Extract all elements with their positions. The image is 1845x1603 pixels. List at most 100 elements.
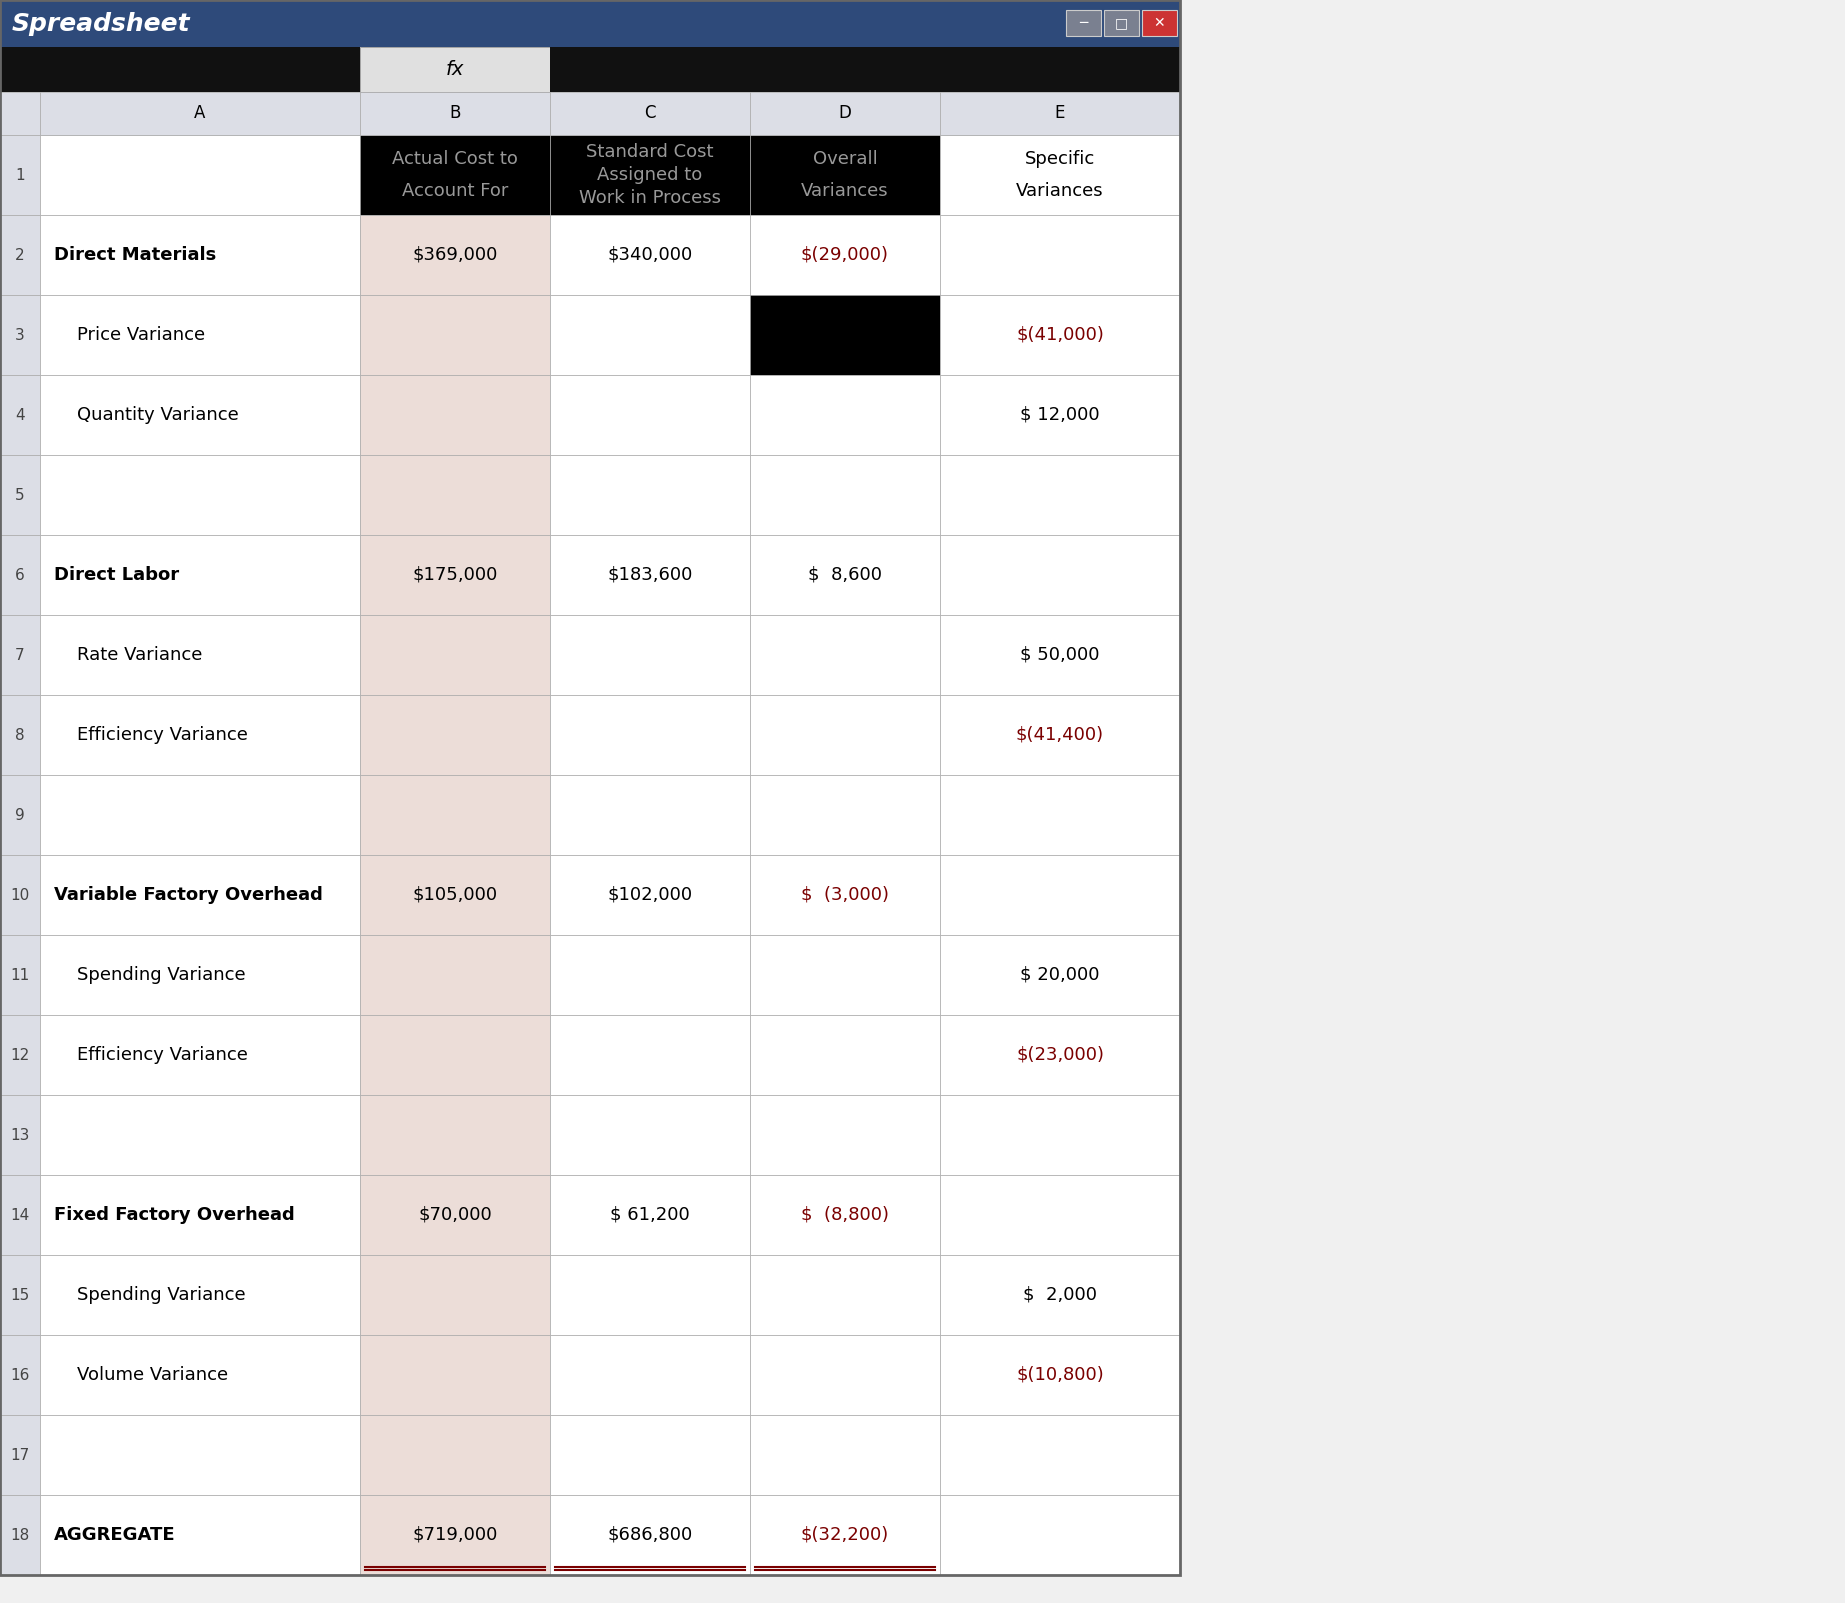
- Bar: [939, 215, 1181, 295]
- Text: Variances: Variances: [801, 183, 889, 200]
- Bar: [41, 774, 360, 854]
- Bar: [0, 1015, 41, 1095]
- Bar: [360, 295, 550, 375]
- Bar: [751, 774, 939, 854]
- Bar: [41, 616, 360, 696]
- Bar: [41, 1175, 360, 1255]
- Bar: [41, 1095, 360, 1175]
- Text: $(23,000): $(23,000): [1017, 1047, 1103, 1064]
- Bar: [939, 535, 1181, 616]
- Text: 2: 2: [15, 247, 24, 263]
- Text: $  2,000: $ 2,000: [1022, 1286, 1098, 1303]
- Bar: [360, 696, 550, 774]
- Text: Efficiency Variance: Efficiency Variance: [54, 1047, 247, 1064]
- Bar: [550, 774, 751, 854]
- Bar: [0, 215, 41, 295]
- Text: Volume Variance: Volume Variance: [54, 1366, 229, 1383]
- Bar: [360, 1255, 550, 1335]
- Bar: [360, 616, 550, 696]
- Bar: [41, 375, 360, 455]
- Bar: [360, 1095, 550, 1175]
- Bar: [751, 1015, 939, 1095]
- Bar: [939, 1095, 1181, 1175]
- Bar: [41, 1415, 360, 1496]
- Bar: [939, 1415, 1181, 1496]
- Text: 3: 3: [15, 327, 24, 343]
- Bar: [360, 46, 550, 91]
- Bar: [41, 215, 360, 295]
- Bar: [41, 535, 360, 616]
- Bar: [360, 535, 550, 616]
- Text: Variable Factory Overhead: Variable Factory Overhead: [54, 886, 323, 904]
- Text: Overall: Overall: [812, 151, 878, 168]
- Bar: [0, 935, 41, 1015]
- Text: $(41,400): $(41,400): [1017, 726, 1103, 744]
- Bar: [550, 535, 751, 616]
- Text: Account For: Account For: [402, 183, 507, 200]
- Text: $  8,600: $ 8,600: [808, 566, 882, 583]
- Bar: [550, 696, 751, 774]
- Text: $ 20,000: $ 20,000: [1020, 967, 1100, 984]
- Bar: [41, 455, 360, 535]
- Bar: [939, 854, 1181, 935]
- Text: Spending Variance: Spending Variance: [54, 967, 245, 984]
- Bar: [360, 1015, 550, 1095]
- Text: Direct Materials: Direct Materials: [54, 245, 216, 264]
- Text: Direct Labor: Direct Labor: [54, 566, 179, 583]
- Bar: [550, 46, 1181, 91]
- Bar: [751, 215, 939, 295]
- Text: 6: 6: [15, 567, 24, 582]
- Bar: [550, 215, 751, 295]
- Bar: [550, 1175, 751, 1255]
- Bar: [360, 455, 550, 535]
- Text: $  (8,800): $ (8,800): [801, 1205, 889, 1225]
- Text: 13: 13: [11, 1127, 30, 1143]
- Bar: [550, 295, 751, 375]
- Text: AGGREGATE: AGGREGATE: [54, 1526, 175, 1544]
- Bar: [0, 535, 41, 616]
- Text: $369,000: $369,000: [411, 245, 498, 264]
- Text: Actual Cost to: Actual Cost to: [391, 151, 518, 168]
- Bar: [939, 616, 1181, 696]
- Bar: [41, 1255, 360, 1335]
- Text: $102,000: $102,000: [607, 886, 692, 904]
- Bar: [751, 535, 939, 616]
- Text: Standard Cost: Standard Cost: [587, 143, 714, 162]
- Text: $340,000: $340,000: [607, 245, 692, 264]
- Text: Work in Process: Work in Process: [579, 189, 721, 207]
- Text: $105,000: $105,000: [413, 886, 498, 904]
- Text: 18: 18: [11, 1528, 30, 1542]
- Text: Spending Variance: Spending Variance: [54, 1286, 245, 1303]
- Text: Assigned to: Assigned to: [598, 167, 703, 184]
- Bar: [0, 854, 41, 935]
- Text: 9: 9: [15, 808, 24, 822]
- Bar: [550, 1015, 751, 1095]
- Bar: [550, 1255, 751, 1335]
- Text: fx: fx: [446, 59, 465, 79]
- Bar: [41, 135, 360, 215]
- Bar: [751, 696, 939, 774]
- Bar: [939, 91, 1181, 135]
- Text: 5: 5: [15, 487, 24, 502]
- Bar: [0, 1496, 41, 1576]
- Text: ✕: ✕: [1153, 16, 1166, 30]
- Bar: [751, 375, 939, 455]
- Bar: [751, 455, 939, 535]
- Bar: [550, 854, 751, 935]
- Text: Rate Variance: Rate Variance: [54, 646, 203, 664]
- Bar: [751, 1496, 939, 1576]
- Bar: [939, 375, 1181, 455]
- Bar: [41, 91, 360, 135]
- Bar: [0, 774, 41, 854]
- Bar: [550, 1335, 751, 1415]
- Bar: [550, 135, 751, 215]
- Bar: [751, 1255, 939, 1335]
- Text: $(29,000): $(29,000): [801, 245, 889, 264]
- Text: Price Variance: Price Variance: [54, 325, 205, 345]
- Bar: [360, 91, 550, 135]
- Text: C: C: [644, 104, 655, 122]
- Bar: [550, 91, 751, 135]
- Bar: [939, 1015, 1181, 1095]
- Bar: [41, 1015, 360, 1095]
- Bar: [1066, 10, 1101, 35]
